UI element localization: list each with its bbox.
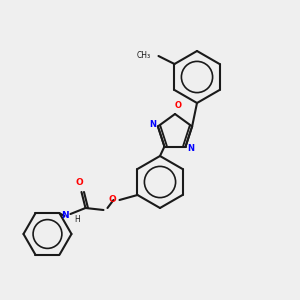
Text: N: N bbox=[61, 212, 68, 220]
Text: N: N bbox=[149, 120, 156, 129]
Text: CH₃: CH₃ bbox=[136, 50, 151, 59]
Text: O: O bbox=[76, 178, 83, 187]
Text: N: N bbox=[187, 144, 194, 153]
Text: O: O bbox=[109, 194, 116, 203]
Text: H: H bbox=[74, 214, 80, 224]
Text: O: O bbox=[175, 101, 182, 110]
